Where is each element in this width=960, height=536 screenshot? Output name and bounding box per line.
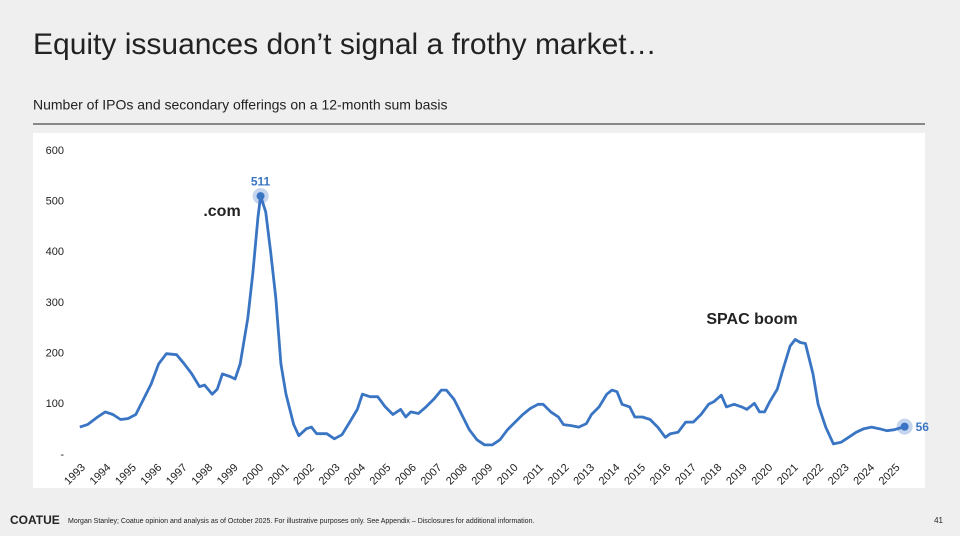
page-number: 41: [934, 516, 943, 525]
series-line: [79, 194, 906, 447]
subtitle: Number of IPOs and secondary offerings o…: [33, 97, 448, 113]
brand: COATUE: [10, 513, 60, 527]
plot-panel: [33, 133, 925, 488]
annotation: SPAC boom: [706, 311, 797, 328]
y-tick-label: 100: [46, 398, 64, 410]
y-tick-label: 200: [46, 348, 64, 360]
annotation: .com: [203, 203, 240, 220]
highlight-point: [900, 422, 909, 431]
y-tick-label: -: [60, 449, 64, 461]
highlight-point: [256, 192, 265, 201]
y-tick-label: 300: [46, 297, 64, 309]
y-tick-label: 600: [46, 145, 64, 157]
y-tick-label: 500: [46, 196, 64, 208]
value-label: 511: [251, 174, 271, 188]
y-tick-label: 400: [46, 246, 64, 258]
title: Equity issuances don’t signal a frothy m…: [33, 28, 657, 61]
source: Morgan Stanley; Coatue opinion and analy…: [68, 518, 534, 525]
value-label: 56: [916, 420, 930, 434]
